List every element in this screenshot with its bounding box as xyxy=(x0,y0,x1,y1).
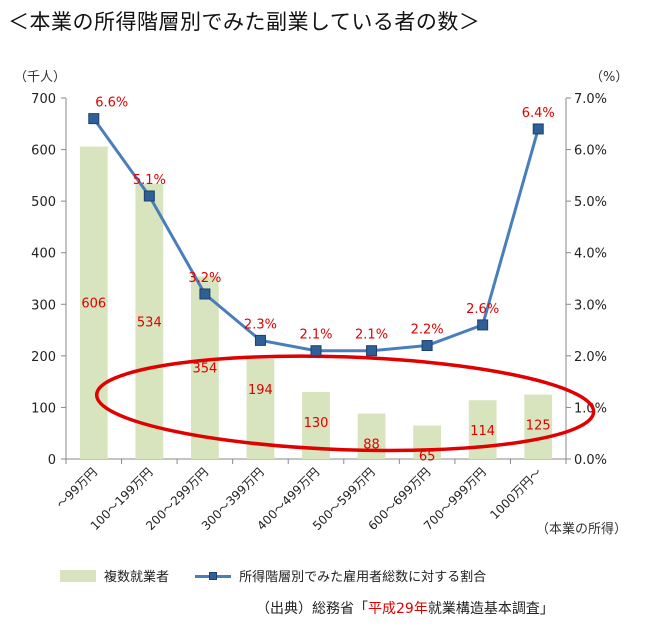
bar-value-label: 194 xyxy=(248,383,273,398)
line-value-label: 6.4% xyxy=(522,106,555,121)
bar-value-label: 88 xyxy=(363,438,380,453)
line-point xyxy=(199,288,211,300)
line-value-label: 2.3% xyxy=(244,317,277,332)
line-value-label: 3.2% xyxy=(188,271,221,286)
bar-value-label: 114 xyxy=(470,424,495,439)
y-left-tick-label: 0 xyxy=(48,453,56,468)
line-point xyxy=(88,113,100,125)
source-note: （出典）総務省「平成29年就業構造基本調査」 xyxy=(256,598,554,618)
bar-value-label: 606 xyxy=(81,297,106,312)
legend-line-label: 所得階層別でみた雇用者総数に対する割合 xyxy=(239,570,487,585)
bar-value-label: 130 xyxy=(304,416,329,431)
y-left-tick-label: 100 xyxy=(31,401,56,416)
bar xyxy=(524,394,553,459)
y-right-tick-label: 1.0% xyxy=(574,401,607,416)
y-left-tick-label: 300 xyxy=(31,298,56,313)
line-value-label: 2.1% xyxy=(355,328,388,343)
line-value-label: 2.1% xyxy=(299,328,332,343)
line-point xyxy=(366,345,378,357)
bar-value-label: 125 xyxy=(526,419,551,434)
legend-item-line: 所得階層別でみた雇用者総数に対する割合 xyxy=(195,566,486,585)
bar xyxy=(191,276,219,459)
bar-value-label: 534 xyxy=(137,315,162,330)
legend-bar-label: 複数就業者 xyxy=(104,570,170,585)
line-point xyxy=(143,190,155,202)
y-left-tick-label: 700 xyxy=(31,92,56,107)
line-point xyxy=(477,319,489,331)
y-left-tick-label: 600 xyxy=(31,144,56,159)
y-right-tick-label: 3.0% xyxy=(574,298,607,313)
x-axis-caption: （本業の所得） xyxy=(536,522,628,537)
y-right-tick-label: 0.0% xyxy=(574,453,607,468)
y-right-tick-label: 5.0% xyxy=(574,195,607,210)
line-value-label: 5.1% xyxy=(133,173,166,188)
y-right-tick-label: 4.0% xyxy=(574,247,607,262)
annotation-ellipse xyxy=(94,354,596,453)
line-point xyxy=(254,334,266,346)
right-axis-unit: （%） xyxy=(590,70,629,85)
line-value-label: 2.6% xyxy=(466,302,499,317)
legend-line-swatch xyxy=(195,570,232,582)
legend: 複数就業者 所得階層別でみた雇用者総数に対する割合 xyxy=(60,566,508,586)
line-point xyxy=(532,123,544,135)
source-suffix: 就業構造基本調査」 xyxy=(427,601,554,617)
x-tick-label: 1000万円～ xyxy=(487,465,544,522)
bar xyxy=(135,183,164,459)
y-left-tick-label: 200 xyxy=(31,350,56,365)
source-highlight: 平成29年 xyxy=(368,601,428,617)
left-axis-unit: （千人） xyxy=(14,70,67,85)
legend-item-bars: 複数就業者 xyxy=(60,566,169,585)
line-point xyxy=(310,345,322,357)
y-right-tick-label: 2.0% xyxy=(574,350,607,365)
line-value-label: 2.2% xyxy=(411,323,444,338)
x-tick-label: ～99万円 xyxy=(54,465,100,511)
y-left-tick-label: 400 xyxy=(31,247,56,262)
line-value-label: 6.6% xyxy=(95,96,128,111)
y-left-tick-label: 500 xyxy=(31,195,56,210)
chart-svg: 0 100 200 300 400 500 600 700 0.0% 1.0% 2.0% 3.0% 4.… xyxy=(31,92,607,533)
bar-value-label: 354 xyxy=(192,362,217,377)
y-right-tick-label: 7.0% xyxy=(574,92,607,107)
legend-bar-swatch xyxy=(60,569,96,582)
chart-title: ＜本業の所得階層別でみた副業している者の数＞ xyxy=(8,10,481,34)
y-right-tick-label: 6.0% xyxy=(574,144,607,159)
bar-value-label: 65 xyxy=(419,449,436,464)
line-point xyxy=(421,340,433,352)
source-prefix: （出典）総務省「 xyxy=(256,601,368,617)
bar xyxy=(413,425,441,459)
